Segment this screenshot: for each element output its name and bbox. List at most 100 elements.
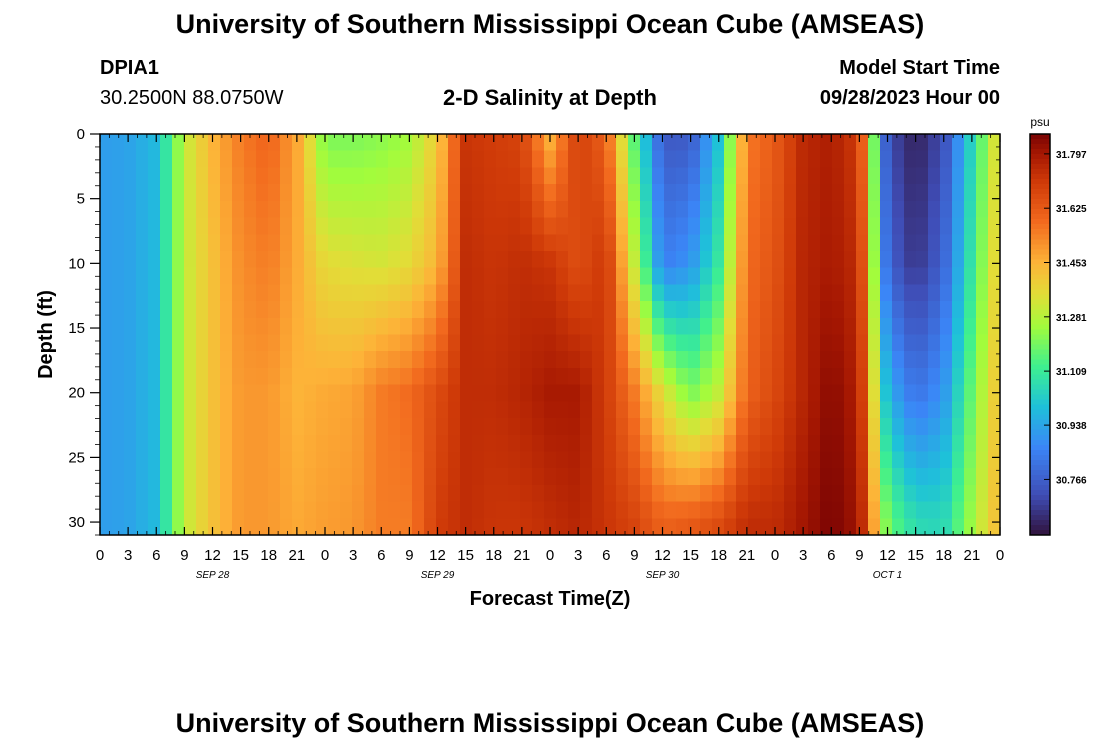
heatmap-cell — [124, 134, 137, 152]
heatmap-cell — [784, 418, 797, 436]
heatmap-cell — [712, 367, 725, 386]
y-tick-label: 25 — [68, 449, 85, 466]
heatmap-cell — [232, 384, 245, 402]
heatmap-cell — [508, 250, 521, 269]
heatmap-cell — [100, 184, 113, 202]
heatmap-cell — [760, 451, 773, 469]
heatmap-cell — [376, 434, 389, 453]
heatmap-cell — [988, 367, 1000, 386]
heatmap-cell — [640, 150, 653, 169]
heatmap-cell — [304, 434, 317, 453]
heatmap-cell — [280, 317, 293, 336]
heatmap-cell — [532, 184, 545, 202]
heatmap-cell — [484, 451, 497, 469]
heatmap-cell — [520, 234, 533, 252]
heatmap-cell — [136, 150, 149, 169]
heatmap-cell — [436, 351, 449, 369]
heatmap-cell — [400, 367, 413, 386]
heatmap-cell — [292, 334, 305, 352]
heatmap-cell — [736, 501, 749, 519]
heatmap-cell — [868, 301, 881, 319]
colorbar-swatch — [1030, 274, 1050, 280]
colorbar-swatch — [1030, 264, 1050, 270]
heatmap-cell — [196, 334, 209, 352]
heatmap-cell — [400, 384, 413, 402]
heatmap-cell — [328, 167, 341, 185]
heatmap-cell — [508, 468, 521, 486]
heatmap-cell — [208, 217, 221, 235]
heatmap-cell — [988, 200, 1000, 219]
heatmap-cell — [436, 418, 449, 436]
heatmap-cell — [748, 284, 761, 302]
heatmap-cell — [340, 434, 353, 453]
heatmap-cell — [340, 384, 353, 402]
heatmap-cell — [400, 401, 413, 419]
heatmap-cell — [448, 200, 461, 219]
heatmap-cell — [520, 484, 533, 503]
heatmap-cell — [952, 351, 965, 369]
heatmap-cell — [148, 468, 161, 486]
heatmap-cell — [160, 234, 173, 252]
heatmap-cell — [316, 484, 329, 503]
heatmap-cell — [808, 518, 821, 535]
heatmap-cell — [964, 367, 977, 386]
heatmap-cell — [472, 418, 485, 436]
heatmap-cell — [472, 167, 485, 185]
heatmap-cell — [676, 317, 689, 336]
heatmap-cell — [112, 501, 125, 519]
heatmap-cell — [808, 434, 821, 453]
colorbar-swatch — [1030, 174, 1050, 180]
heatmap-cell — [184, 284, 197, 302]
colorbar-units: psu — [1030, 115, 1049, 129]
heatmap-cell — [280, 434, 293, 453]
heatmap-cell — [364, 134, 377, 152]
heatmap-cell — [676, 250, 689, 269]
heatmap-cell — [772, 184, 785, 202]
heatmap-cell — [568, 284, 581, 302]
heatmap-cell — [700, 200, 713, 219]
heatmap-cell — [352, 301, 365, 319]
x-tick-label: 0 — [996, 547, 1004, 564]
heatmap-cell — [700, 434, 713, 453]
heatmap-cell — [796, 150, 809, 169]
heatmap-cell — [484, 301, 497, 319]
heatmap-cell — [544, 267, 557, 285]
heatmap-cell — [652, 451, 665, 469]
heatmap-cell — [664, 150, 677, 169]
heatmap-cell — [736, 250, 749, 269]
heatmap-cell — [832, 234, 845, 252]
heatmap-cell — [532, 351, 545, 369]
heatmap-cell — [952, 200, 965, 219]
heatmap-cell — [448, 367, 461, 386]
heatmap-cell — [244, 468, 257, 486]
heatmap-cell — [544, 200, 557, 219]
heatmap-cell — [808, 134, 821, 152]
heatmap-cell — [808, 150, 821, 169]
heatmap-cell — [268, 134, 281, 152]
heatmap-cell — [880, 468, 893, 486]
heatmap-cell — [556, 184, 569, 202]
heatmap-cell — [532, 317, 545, 336]
heatmap-cell — [340, 150, 353, 169]
heatmap-cell — [328, 418, 341, 436]
heatmap-cell — [712, 384, 725, 402]
heatmap-cell — [472, 150, 485, 169]
heatmap-cell — [616, 434, 629, 453]
heatmap-cell — [136, 484, 149, 503]
heatmap-cell — [196, 150, 209, 169]
heatmap-cell — [808, 451, 821, 469]
heatmap-cell — [172, 501, 185, 519]
heatmap-cell — [424, 451, 437, 469]
heatmap-cell — [976, 284, 989, 302]
heatmap-cell — [268, 367, 281, 386]
heatmap-cell — [784, 301, 797, 319]
heatmap-cell — [520, 367, 533, 386]
heatmap-cell — [808, 217, 821, 235]
heatmap-cell — [328, 351, 341, 369]
heatmap-cell — [172, 301, 185, 319]
heatmap-cell — [592, 334, 605, 352]
heatmap-cell — [316, 284, 329, 302]
heatmap-cell — [772, 167, 785, 185]
heatmap-cell — [760, 134, 773, 152]
